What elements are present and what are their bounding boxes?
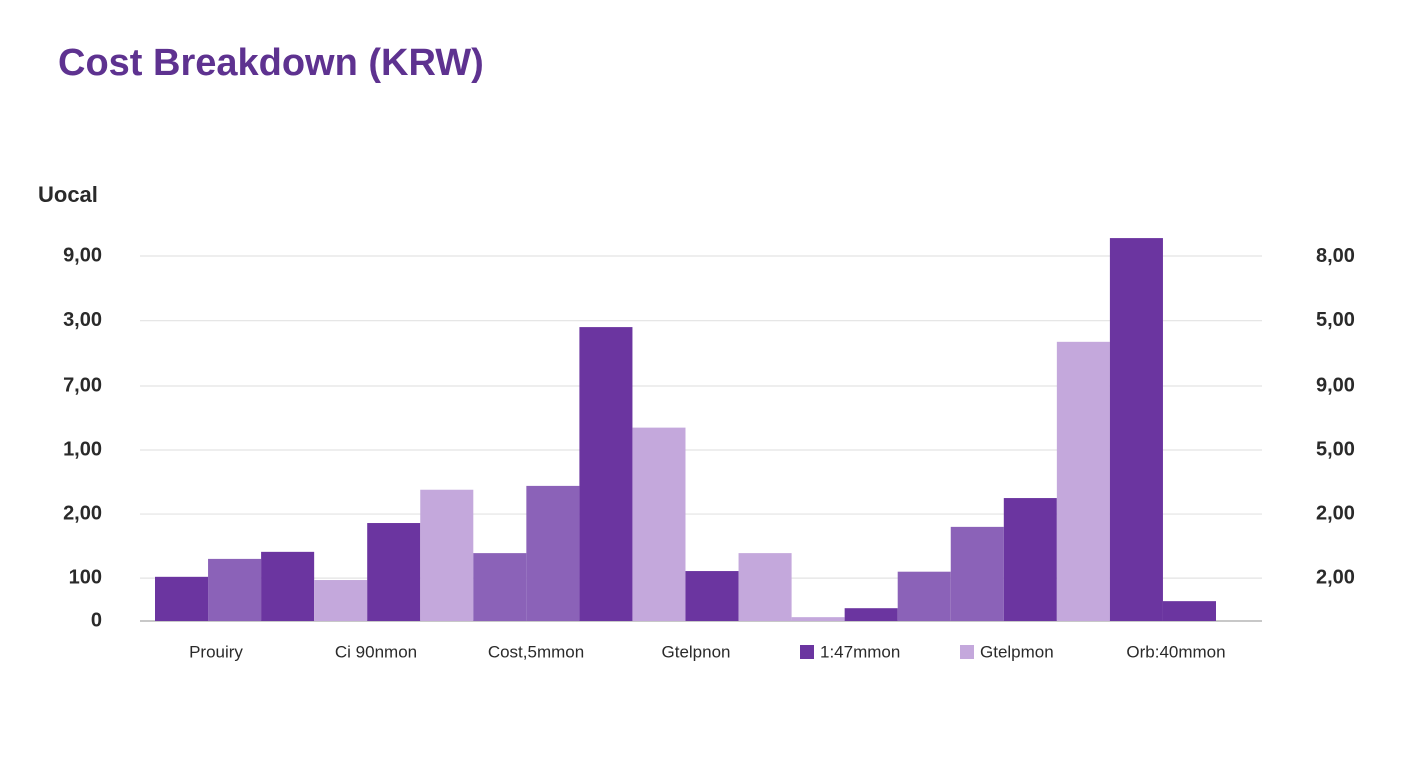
bar [1162,601,1216,621]
chart-title: Cost Breakdown (KRW) [58,42,484,84]
x-tick-label: Ci 90nmon [335,642,417,661]
legend-label: 1:47mmon [820,642,900,661]
y-tick-label: 3,00 [63,309,102,331]
bar [791,617,845,621]
bar [526,485,580,621]
bar [1056,341,1110,621]
bar [1003,498,1057,621]
x-tick-label: Orb:40mmon [1126,642,1225,661]
bar [738,553,792,621]
y-tick-label: 2,00 [63,502,102,524]
bar [367,523,421,621]
bar [155,576,209,621]
x-tick-label: Gtelpnon [662,642,731,661]
y2-tick-label: 9,00 [1316,374,1355,396]
bar [208,558,262,621]
y2-tick-label: 5,00 [1316,438,1355,460]
bar [632,427,686,621]
bar [844,608,898,621]
bar [579,327,633,621]
y-axis-title: Uocal [38,182,98,207]
bar [420,489,474,621]
bar [473,553,527,621]
bar [897,571,951,621]
y2-tick-label: 5,00 [1316,309,1355,331]
bar [261,551,315,621]
x-tick-label: Cost,5mmon [488,642,584,661]
bar [1109,238,1163,621]
y2-tick-label: 8,00 [1316,245,1355,267]
y2-tick-label: 2,00 [1316,502,1355,524]
y-tick-label: 0 [91,609,102,631]
bar [314,580,368,621]
legend-label: Gtelpmon [980,642,1054,661]
bar [950,526,1004,621]
legend-swatch [960,645,974,659]
x-tick-label: Prouiry [189,642,243,661]
y2-tick-label: 2,00 [1316,566,1355,588]
y-tick-label: 7,00 [63,374,102,396]
legend-swatch [800,645,814,659]
y-tick-label: 9,00 [63,244,102,266]
bar [685,571,739,621]
y-tick-label: 1,00 [63,438,102,460]
y-tick-label: 100 [69,566,102,588]
